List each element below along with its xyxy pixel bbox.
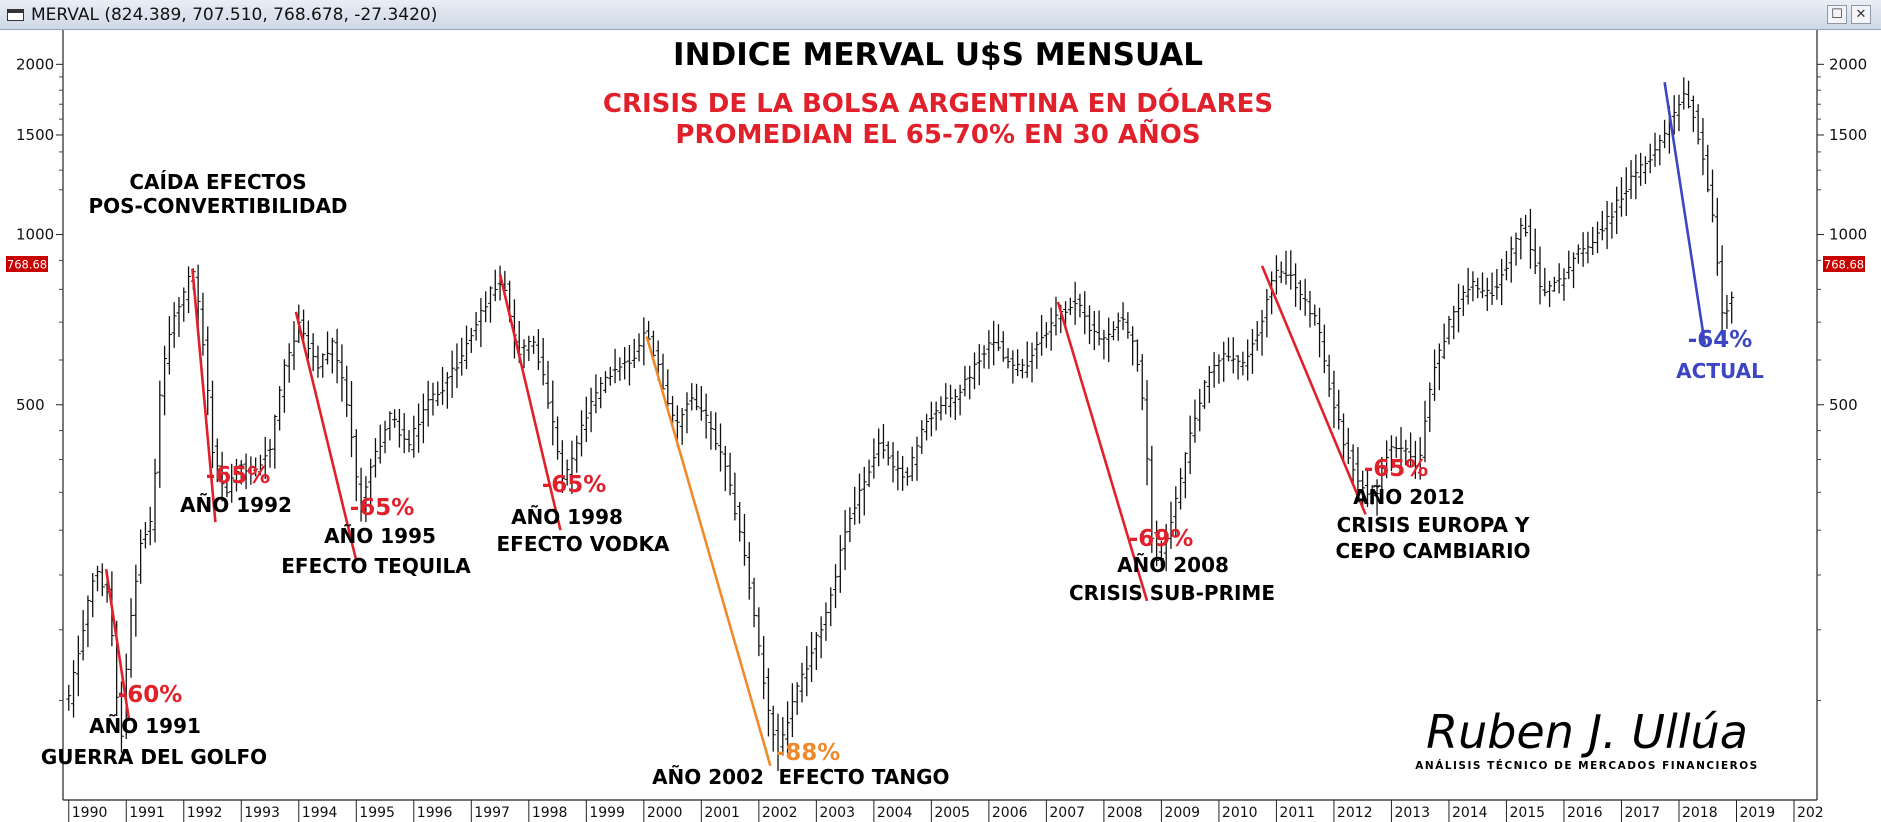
window-title: MERVAL (824.389, 707.510, 768.678, -27.3… [31, 5, 438, 25]
y-tick-label-left: 500 [16, 396, 45, 414]
x-tick-label: 2019 [1739, 805, 1775, 821]
signature-tagline: ANÁLISIS TÉCNICO DE MERCADOS FINANCIEROS [1415, 759, 1758, 772]
x-tick-label: 2010 [1222, 805, 1258, 821]
note-2002: EFECTO TANGO [779, 765, 950, 789]
pct-1991: -60% [118, 682, 183, 708]
x-tick-label: 2009 [1164, 805, 1200, 821]
pct-2012: -65% [1364, 456, 1429, 482]
x-tick-label: 1997 [474, 805, 510, 821]
x-tick-label: 2016 [1567, 805, 1603, 821]
window-titlebar[interactable]: MERVAL (824.389, 707.510, 768.678, -27.3… [0, 0, 1881, 30]
x-tick-label: 2001 [704, 805, 740, 821]
pct-1998: -65% [542, 472, 607, 498]
pct-2002: -88% [776, 740, 841, 766]
x-tick-label: 1998 [532, 805, 568, 821]
x-tick-label: 2006 [992, 805, 1028, 821]
y-tick-label-right: 2000 [1829, 55, 1867, 73]
trendline-3 [498, 274, 562, 531]
close-button[interactable]: ✕ [1851, 5, 1871, 24]
x-tick-label: 2005 [934, 805, 970, 821]
svg-text:768.68: 768.68 [7, 258, 47, 272]
x-tick-label: 2013 [1394, 805, 1430, 821]
x-tick-label: 1993 [244, 805, 280, 821]
trendline-6 [1260, 265, 1367, 515]
x-tick-label: 2003 [819, 805, 855, 821]
x-tick-label: 202 [1797, 805, 1824, 821]
chart-title: INDICE MERVAL U$S MENSUAL [673, 37, 1203, 73]
plot-frame [62, 30, 1818, 801]
note-1998: EFECTO VODKA [497, 532, 671, 556]
y-axis-left: 2000 1500 1000 500 [16, 55, 63, 701]
chart-subtitle-line-2: PROMEDIAN EL 65-70% EN 30 AÑOS [675, 118, 1200, 150]
annotation-caida-line-2: POS-CONVERTIBILIDAD [88, 194, 347, 218]
year-2012: AÑO 2012 [1353, 485, 1465, 509]
x-tick-label: 2017 [1624, 805, 1660, 821]
x-tick-label: 1994 [302, 805, 338, 821]
y-tick-label-right: 1000 [1829, 226, 1867, 244]
trendline-7 [1663, 81, 1707, 345]
x-tick-label: 2011 [1279, 805, 1315, 821]
close-icon: ✕ [1855, 7, 1867, 22]
label-actual: ACTUAL [1676, 359, 1764, 383]
x-tick-label: 1996 [417, 805, 453, 821]
year-1992: AÑO 1992 [180, 493, 292, 517]
signature-name: Ruben J. Ullúa [1426, 705, 1748, 759]
y-tick-label-right: 500 [1829, 396, 1858, 414]
note-1995: EFECTO TEQUILA [281, 554, 471, 578]
year-1998: AÑO 1998 [511, 505, 623, 529]
chart-subtitle-line-1: CRISIS DE LA BOLSA ARGENTINA EN DÓLARES [603, 87, 1273, 119]
note-2012-line-1: CRISIS EUROPA Y [1337, 513, 1530, 537]
pct-2008: -69% [1129, 526, 1194, 552]
note-1991: GUERRA DEL GOLFO [41, 745, 267, 769]
x-tick-label: 1990 [72, 805, 108, 821]
trendline-1 [191, 268, 217, 523]
x-tick-label: 2007 [1049, 805, 1085, 821]
x-tick-label: 2002 [762, 805, 798, 821]
trendline-2 [294, 311, 358, 561]
year-1995: AÑO 1995 [324, 524, 436, 548]
last-price-badge-left: 768.68 [6, 256, 48, 272]
maximize-button[interactable]: ☐ [1827, 5, 1847, 24]
maximize-icon: ☐ [1831, 7, 1843, 22]
x-tick-label: 2015 [1509, 805, 1545, 821]
x-tick-label: 2014 [1452, 805, 1488, 821]
x-tick-label: 1992 [187, 805, 223, 821]
annotation-caida-line-1: CAÍDA EFECTOS [129, 170, 306, 194]
merval-chart: 2000 1500 1000 500 2000 1500 1000 500 1990 1991… [6, 30, 1867, 822]
x-tick-label: 2018 [1682, 805, 1718, 821]
y-tick-label-left: 1000 [16, 226, 54, 244]
y-axis-right: 2000 1500 1000 500 [1817, 55, 1867, 701]
x-tick-label: 2012 [1337, 805, 1373, 821]
trendline-5 [1056, 301, 1149, 602]
y-tick-label-left: 2000 [16, 55, 54, 73]
last-price-badge-right: 768.68 [1823, 256, 1865, 272]
pct-1995: -65% [350, 495, 415, 521]
x-tick-label: 2000 [647, 805, 683, 821]
svg-text:768.68: 768.68 [1824, 258, 1864, 272]
note-2008: CRISIS SUB-PRIME [1069, 581, 1275, 605]
y-tick-label-right: 1500 [1829, 126, 1867, 144]
chart-window-icon [7, 9, 24, 21]
x-tick-label: 2008 [1107, 805, 1143, 821]
x-tick-label: 1999 [589, 805, 625, 821]
year-2002: AÑO 2002 [652, 765, 764, 789]
year-2008: AÑO 2008 [1117, 553, 1229, 577]
pct-1992: -65% [206, 463, 271, 489]
x-tick-label: 1991 [129, 805, 165, 821]
x-tick-label: 2004 [877, 805, 913, 821]
crisis-trendlines [104, 81, 1707, 767]
pct-actual: -64% [1688, 327, 1753, 353]
price-bars [66, 77, 1735, 771]
trendline-4 [645, 336, 772, 767]
x-tick-label: 1995 [359, 805, 395, 821]
note-2012-line-2: CEPO CAMBIARIO [1335, 539, 1530, 563]
trendline-0 [104, 568, 131, 722]
x-axis: 1990 1991 1992 1993 1994 1995 1996 1997 1998 1999… [68, 800, 1824, 822]
y-tick-label-left: 1500 [16, 126, 54, 144]
year-1991: AÑO 1991 [89, 714, 201, 738]
